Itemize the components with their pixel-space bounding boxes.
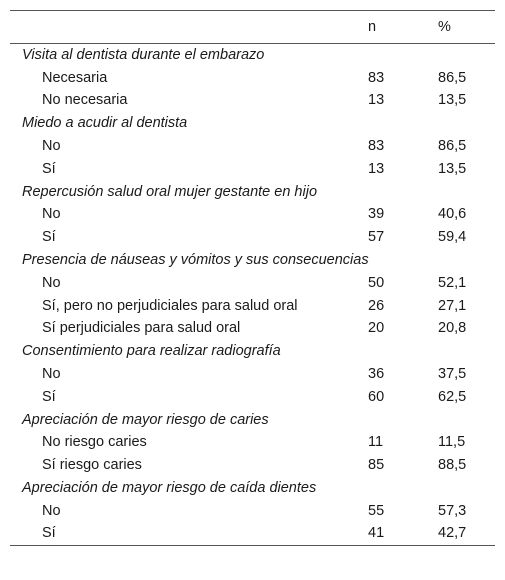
item-row: Sí, pero no perjudiciales para salud ora… <box>10 294 495 317</box>
item-row: Sí riesgo caries 85 88,5 <box>10 454 495 477</box>
header-cell: % <box>438 19 451 35</box>
n-cell: 83 <box>368 138 385 155</box>
pct-cell: 20,8 <box>438 320 467 337</box>
item-row: Sí 41 42,7 <box>10 522 495 545</box>
pct-cell: 42,7 <box>438 525 467 542</box>
row-label: Necesaria <box>42 69 108 86</box>
item-row: No 39 40,6 <box>10 203 495 226</box>
n-cell: 85 <box>368 457 385 474</box>
n-cell: 20 <box>368 320 385 337</box>
pct-cell: 86,5 <box>438 138 467 155</box>
row-label: Sí <box>42 525 56 542</box>
row-label: Sí riesgo caries <box>42 457 142 474</box>
pct-cell: 13,5 <box>438 160 467 177</box>
pct-cell: 40,6 <box>438 206 467 223</box>
row-label: No <box>42 366 61 383</box>
n-cell: 39 <box>368 206 385 223</box>
header-cell <box>10 11 358 44</box>
group-row: Apreciación de mayor riesgo de caries <box>10 408 495 431</box>
row-label: Sí <box>42 229 56 246</box>
group-row: Miedo a acudir al dentista <box>10 112 495 135</box>
group-title: Apreciación de mayor riesgo de caries <box>22 411 269 428</box>
group-title: Consentimiento para realizar radiografía <box>22 343 281 360</box>
item-row: No 55 57,3 <box>10 499 495 522</box>
pct-cell: 86,5 <box>438 69 467 86</box>
item-row: No 50 52,1 <box>10 271 495 294</box>
group-title: Repercusión salud oral mujer gestante en… <box>22 183 318 200</box>
table-container: n % Visita al dentista durante el embara… <box>10 10 495 546</box>
item-row: No riesgo caries 11 11,5 <box>10 431 495 454</box>
table-header: n % <box>10 10 495 44</box>
group-row: Presencia de náuseas y vómitos y sus con… <box>10 249 495 272</box>
row-label: No <box>42 274 61 291</box>
n-cell: 11 <box>368 434 384 451</box>
item-row: Necesaria 83 86,5 <box>10 66 495 89</box>
n-cell: 13 <box>368 92 385 109</box>
pct-cell: 52,1 <box>438 274 467 291</box>
row-label: No <box>42 502 61 519</box>
group-title: Presencia de náuseas y vómitos y sus con… <box>22 252 369 269</box>
row-label: Sí <box>42 160 56 177</box>
header-cell: n <box>368 19 377 35</box>
item-row: Sí 13 13,5 <box>10 157 495 180</box>
pct-cell: 11,5 <box>438 434 466 451</box>
item-row: Sí perjudiciales para salud oral 20 20,8 <box>10 317 495 340</box>
n-cell: 57 <box>368 229 385 246</box>
pct-cell: 13,5 <box>438 92 467 109</box>
pct-cell: 37,5 <box>438 366 467 383</box>
n-cell: 50 <box>368 274 385 291</box>
row-label: Sí, pero no perjudiciales para salud ora… <box>42 297 298 314</box>
row-label: No <box>42 206 61 223</box>
row-label: No necesaria <box>42 92 128 109</box>
row-label: No <box>42 138 61 155</box>
pct-cell: 57,3 <box>438 502 467 519</box>
group-row: Consentimiento para realizar radiografía <box>10 340 495 363</box>
row-label: Sí <box>42 388 56 405</box>
item-row: Sí 60 62,5 <box>10 385 495 408</box>
data-table: n % Visita al dentista durante el embara… <box>10 10 495 546</box>
n-cell: 41 <box>368 525 385 542</box>
group-title: Apreciación de mayor riesgo de caída die… <box>22 480 317 497</box>
group-row: Repercusión salud oral mujer gestante en… <box>10 180 495 203</box>
pct-cell: 62,5 <box>438 388 467 405</box>
row-label: No riesgo caries <box>42 434 147 451</box>
row-label: Sí perjudiciales para salud oral <box>42 320 241 337</box>
n-cell: 83 <box>368 69 385 86</box>
group-title: Visita al dentista durante el embarazo <box>22 47 265 64</box>
group-title: Miedo a acudir al dentista <box>22 115 188 132</box>
item-row: No necesaria 13 13,5 <box>10 89 495 112</box>
n-cell: 60 <box>368 388 385 405</box>
pct-cell: 27,1 <box>438 297 467 314</box>
pct-cell: 88,5 <box>438 457 467 474</box>
item-row: Sí 57 59,4 <box>10 226 495 249</box>
n-cell: 36 <box>368 366 385 383</box>
group-row: Apreciación de mayor riesgo de caída die… <box>10 477 495 500</box>
item-row: No 83 86,5 <box>10 135 495 158</box>
n-cell: 26 <box>368 297 385 314</box>
header-row: n % <box>10 10 495 44</box>
group-row: Visita al dentista durante el embarazo <box>10 44 495 67</box>
table-body: Visita al dentista durante el embarazo Ne… <box>10 44 495 546</box>
n-cell: 55 <box>368 502 385 519</box>
item-row: No 36 37,5 <box>10 363 495 386</box>
n-cell: 13 <box>368 160 385 177</box>
pct-cell: 59,4 <box>438 229 467 246</box>
